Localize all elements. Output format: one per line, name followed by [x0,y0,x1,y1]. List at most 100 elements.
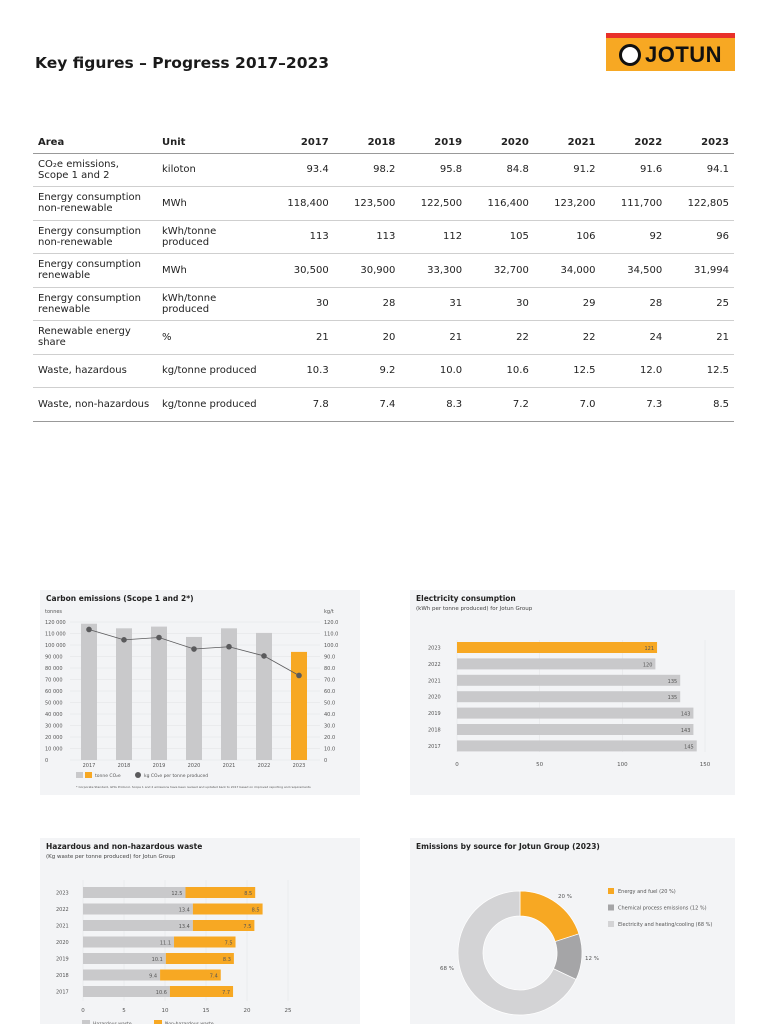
y-axis-label: tonnes [45,609,62,615]
y-tick-label: 10 000 [45,747,63,753]
table-row: Renewable energy share% 21 20 21 22 22 24 21 [33,320,734,355]
column-header: Area [33,133,157,154]
table-row: Waste, non-hazardous kg/tonne produced 7.8… [33,387,734,422]
cell-value: 28 [333,287,401,321]
y-tick-label: 110 000 [45,632,66,638]
cell-value: 22 [533,320,601,355]
cell-value: 10.3 [267,354,334,388]
data-label: 20 % [558,894,572,900]
logo-mark-icon [618,43,641,66]
y-tick-label: 2023 [56,891,69,897]
line-point [86,626,92,633]
legend-label: Electricity and heating/cooling (68 %) [618,922,712,928]
bar [81,623,97,760]
cell-area: Waste, hazardous [33,354,157,388]
bar-non-hazardous [192,920,255,931]
key-figures-table: Area Unit 2017 2018 2019 2020 2021 2022 2023 CO₂… [33,133,734,422]
bar [457,707,694,719]
y-tick-label: 20 000 [45,735,63,741]
page-title: Key figures – Progress 2017–2023 [35,54,330,72]
cell-value: 123,500 [333,186,401,221]
bar [186,636,202,760]
cell-value: 8.5 [667,387,734,422]
data-label: 7.5 [243,924,251,930]
cell-value: 33,300 [400,253,468,288]
data-label: 121 [645,646,655,652]
data-label: 68 % [440,966,454,972]
cell-area: Energy consumption renewable [33,253,157,288]
cell-area: Energy consumption non-renewable [33,220,157,254]
cell-value: 105 [467,220,534,254]
x-tick-label: 100 [617,762,628,768]
cell-value: 111,700 [600,186,668,221]
cell-value: 24 [600,320,668,355]
bar [457,658,656,670]
bar-hazardous [83,986,170,997]
footnote: * Corporate Standard, GHG Protocol. Scop… [76,785,311,789]
data-label: 135 [668,679,678,685]
emissions-by-source-chart: 20 % Energy and fuel (20 %) 12 % Chemical p… [410,838,735,1024]
bar-non-hazardous [185,887,256,898]
y2-tick-label: 10.0 [324,747,335,753]
y2-tick-label: 80.0 [324,666,335,672]
table-header-row: Area Unit 2017 2018 2019 2020 2021 2022 2023 [33,133,734,154]
data-label: 7.4 [210,974,218,980]
y-tick-label: 120 000 [45,620,66,626]
bar [457,724,694,735]
y2-tick-label: 100.0 [324,643,338,649]
line-point [226,643,232,650]
cell-value: 7.4 [333,387,401,422]
x-tick-label: 50 [536,762,543,768]
column-header: 2020 [467,133,534,154]
carbon-emissions-chart: tonnes kg/t 0 0 10 000 10.0 20 000 20.0 30 000 30… [40,590,360,795]
x-tick-label: 15 [203,1008,210,1014]
cell-value: 122,805 [667,186,734,221]
cell-value: 10.0 [400,354,468,388]
cell-value: 7.0 [533,387,601,422]
cell-value: 116,400 [467,186,534,221]
data-label: 120 [643,662,653,668]
cell-area: Waste, non-hazardous [33,387,157,422]
cell-value: 29 [533,287,601,321]
electricity-consumption-chart: 0 50 100 150 2023 121 2022 120 2021 135 2020 135 201… [410,590,735,795]
y2-tick-label: 50.0 [324,701,335,707]
cell-value: 95.8 [400,153,468,187]
legend-marker [135,772,141,778]
cell-value: 91.6 [600,153,668,187]
waste-chart: 0 5 10 15 20 25 2023 12.5 8.5 2022 13.4 8.5 2021 13.4… [40,838,360,1024]
cell-value: 25 [667,287,734,321]
chart-subtitle: (Kg waste per tonne produced) for Jotun … [46,854,176,860]
y2-tick-label: 0 [324,758,327,764]
cell-value: 30,900 [333,253,401,288]
cell-value: 123,200 [533,186,601,221]
cell-unit: kiloton [157,153,267,187]
data-label: 10.1 [152,957,163,963]
cell-value: 10.6 [467,354,534,388]
y-tick-label: 80 000 [45,666,63,672]
column-header: 2019 [400,133,468,154]
data-label: 13.4 [179,908,190,914]
table-row: Energy consumption non-renewable kWh/tonn… [33,220,734,254]
cell-value: 21 [267,320,334,355]
bar-hazardous [83,887,186,898]
x-tick-label: 2019 [153,763,166,769]
column-header: 2022 [600,133,668,154]
y-tick-label: 2018 [56,973,69,979]
cell-value: 112 [400,220,468,254]
data-label: 13.4 [179,924,190,930]
legend-swatch [608,904,614,911]
y-tick-label: 2020 [56,940,69,946]
legend-label: Hazardous waste [93,1021,132,1024]
cell-area: Renewable energy share [33,320,157,355]
bar-hazardous [83,903,193,915]
legend-swatch [608,921,614,927]
cell-value: 91.2 [533,153,601,187]
bar [457,691,681,703]
cell-value: 12.5 [667,354,734,388]
chart-title: Electricity consumption [416,594,516,603]
cell-value: 30,500 [267,253,334,288]
y-tick-label: 70 000 [45,678,63,684]
x-tick-label: 5 [122,1008,126,1014]
x-tick-label: 150 [700,762,711,768]
y-tick-label: 60 000 [45,689,63,695]
